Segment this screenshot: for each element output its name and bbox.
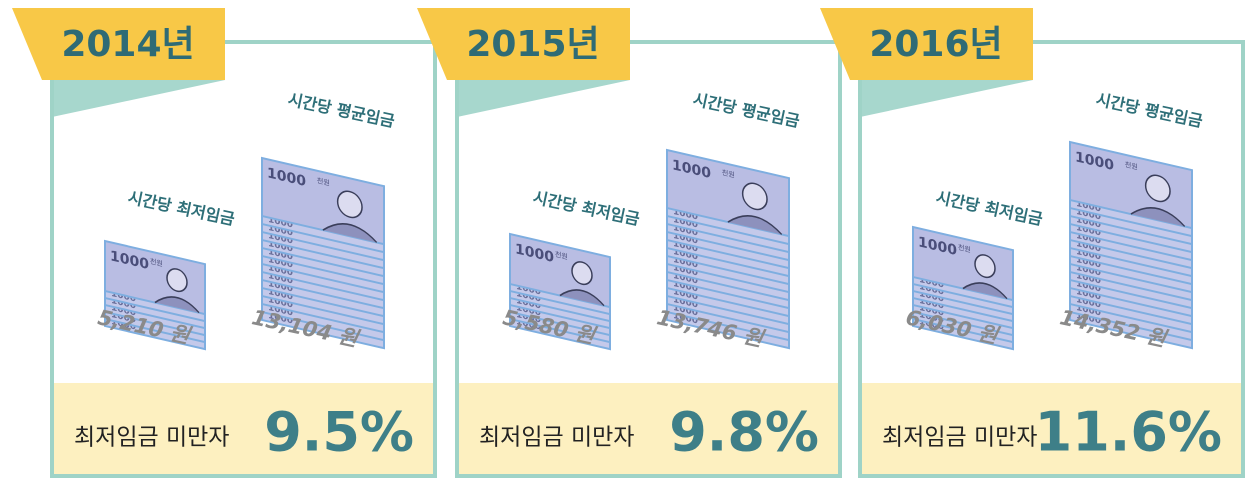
avg-wage-label: 시간당 평균임금 [1094,90,1204,131]
year-tab [820,8,1033,80]
portrait-head [336,190,363,219]
corner-triangle [860,80,1033,117]
min-wage-label: 시간당 최저임금 [531,188,641,229]
bill-unit: 천원 [1125,160,1138,172]
portrait-head [571,261,593,286]
footer-value: 9.8% [669,401,819,464]
bill: 1000 천원 [104,239,206,316]
avg-wage-label: 시간당 평균임금 [691,90,801,131]
bill-unit: 천원 [555,249,568,261]
portrait-head [1144,174,1171,203]
bill-unit: 천원 [958,242,971,254]
footer-band [52,383,435,476]
footer-value: 11.6% [1035,401,1222,464]
portrait-head [974,254,996,279]
footer-band [860,383,1243,476]
bill-body [666,148,790,238]
bill-body [1069,140,1193,230]
corner-triangle [52,80,225,117]
bill: 1000 천원 [912,225,1014,302]
avg-wage-label: 시간당 평균임금 [286,90,396,131]
min-wage-label: 시간당 최저임금 [126,188,236,229]
year: 2014년 [61,24,194,65]
portrait-body [962,282,1008,300]
year-tab [12,8,225,80]
min-wage-label: 시간당 최저임금 [934,188,1044,229]
portrait-head [166,268,188,293]
portrait-body [322,223,378,243]
bill-unit: 천원 [150,256,163,268]
bill-unit: 천원 [722,168,735,180]
portrait-body [727,215,783,235]
footer-label: 최저임금 미만자 [74,425,229,451]
footer-label: 최저임금 미만자 [882,425,1037,451]
year-tab [417,8,630,80]
bill: 1000 천원 [509,232,611,309]
bill: 1000 천원 [1069,140,1193,230]
bill-body [261,156,385,246]
corner-triangle [457,80,630,117]
footer-value: 9.5% [264,401,414,464]
year: 2016년 [869,24,1002,65]
bill: 1000 천원 [261,156,385,246]
portrait-body [1130,207,1186,227]
bill-unit: 천원 [317,176,330,188]
portrait-body [559,289,605,307]
footer-label: 최저임금 미만자 [479,425,634,451]
panel-frame [858,40,1245,478]
footer-band [457,383,840,476]
bill: 1000 천원 [666,148,790,238]
panel-frame [50,40,437,478]
year: 2015년 [466,24,599,65]
portrait-head [741,182,768,211]
panel-frame [455,40,842,478]
portrait-body [154,296,200,314]
